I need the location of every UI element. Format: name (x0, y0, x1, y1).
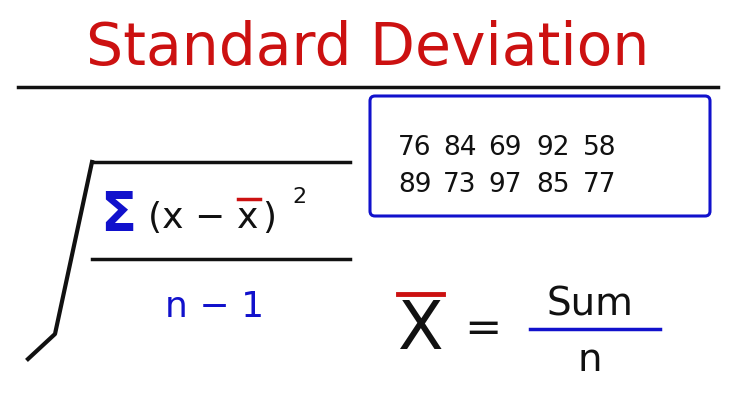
Text: 85: 85 (537, 171, 570, 197)
Text: 76: 76 (398, 135, 432, 161)
Text: ): ) (262, 201, 276, 235)
Text: 92: 92 (537, 135, 570, 161)
Text: Standard Deviation: Standard Deviation (86, 19, 650, 76)
Text: 58: 58 (583, 135, 617, 161)
Text: x: x (237, 201, 258, 235)
Text: X: X (397, 296, 443, 362)
Text: 84: 84 (443, 135, 477, 161)
Text: n − 1: n − 1 (166, 289, 264, 323)
Text: =: = (464, 308, 502, 351)
Text: 73: 73 (443, 171, 477, 197)
Text: 97: 97 (488, 171, 522, 197)
Text: 2: 2 (292, 187, 306, 206)
Text: (x −: (x − (148, 201, 237, 235)
Text: 69: 69 (488, 135, 522, 161)
Text: n: n (578, 340, 602, 378)
Text: Sum: Sum (547, 285, 634, 323)
Text: 77: 77 (583, 171, 617, 197)
Text: Σ: Σ (100, 189, 136, 240)
Text: 89: 89 (398, 171, 432, 197)
FancyBboxPatch shape (370, 97, 710, 216)
